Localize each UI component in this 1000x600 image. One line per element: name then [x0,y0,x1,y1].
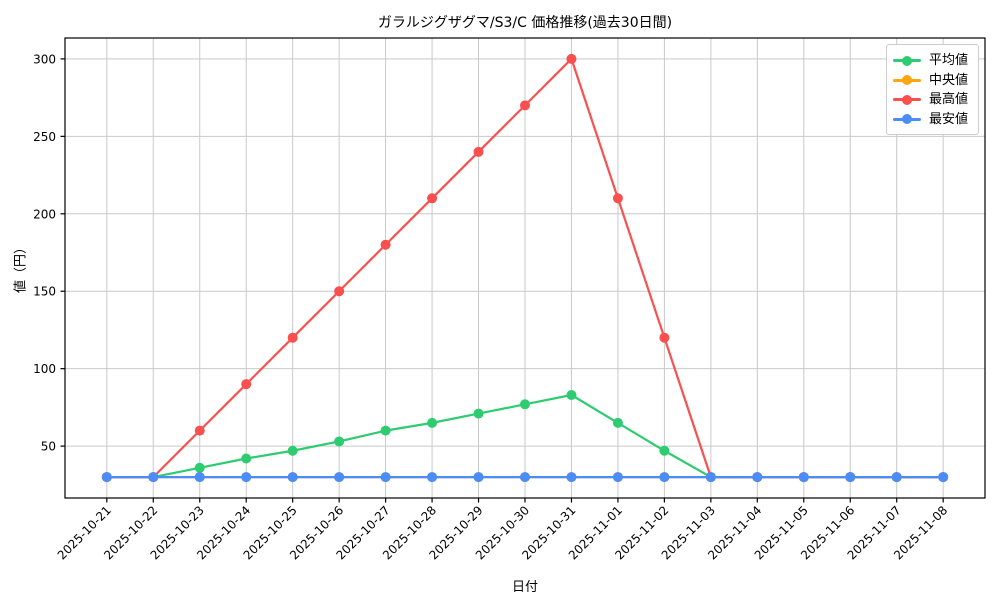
series-marker-3 [752,472,763,483]
y-tick-label: 300 [33,52,56,66]
series-marker-3 [612,472,623,483]
chart-title: ガラルジグザグマ/S3/C 価格推移(過去30日間) [377,15,673,31]
y-tick-label: 100 [33,362,56,376]
series-marker-3 [566,472,577,483]
legend-marker-min-icon [893,114,921,125]
series-marker-3 [520,472,530,483]
legend-label-median: 中央値 [929,72,969,88]
y-tick-label: 200 [33,207,56,221]
y-tick-label: 250 [33,130,56,144]
series-marker-2 [659,332,670,343]
series-marker-0 [520,399,530,410]
series-marker-2 [612,193,623,204]
series-marker-3 [334,472,345,483]
series-marker-2 [566,53,577,64]
series-marker-2 [241,379,252,390]
series-marker-0 [659,445,670,456]
series-marker-0 [241,453,252,464]
series-marker-2 [473,146,484,157]
legend-label-min: 最安値 [929,111,969,127]
series-marker-0 [334,436,345,447]
series-marker-3 [287,472,298,483]
y-tick-label: 150 [33,285,56,299]
series-marker-3 [659,472,670,483]
legend-item-max: 最高値 [893,90,971,110]
series-marker-2 [427,193,438,204]
y-tick-label: 50 [41,440,56,454]
legend-label-max: 最高値 [929,92,969,108]
series-marker-3 [705,472,716,483]
series-marker-3 [938,472,949,483]
legend-marker-median-icon [893,75,921,86]
series-marker-2 [520,100,530,111]
x-axis-label: 日付 [511,580,538,595]
series-marker-3 [845,472,856,483]
series-marker-0 [473,408,484,419]
series-marker-3 [241,472,252,483]
legend-marker-max-icon [893,94,921,105]
series-marker-0 [612,417,623,428]
series-marker-3 [798,472,809,483]
legend-marker-average-icon [893,55,921,66]
series-marker-0 [427,417,438,428]
series-marker-2 [287,332,298,343]
legend-label-average: 平均値 [929,53,969,69]
series-marker-0 [566,390,577,401]
series-marker-2 [380,239,391,250]
series-marker-3 [101,472,112,483]
series-marker-0 [380,425,391,436]
series-marker-2 [334,286,345,297]
series-marker-3 [148,472,159,483]
legend-item-median: 中央値 [893,71,971,91]
legend-item-average: 平均値 [893,51,971,71]
legend: 平均値 中央値 最高値 最安値 [886,44,979,135]
series-marker-2 [194,425,205,436]
series-marker-0 [194,462,205,473]
series-marker-3 [473,472,484,483]
legend-item-min: 最安値 [893,110,971,130]
y-axis-label: 値（円） [13,240,29,294]
series-marker-0 [287,445,298,456]
series-marker-3 [891,472,902,483]
series-marker-3 [427,472,438,483]
series-marker-3 [380,472,391,483]
series-marker-3 [194,472,205,483]
